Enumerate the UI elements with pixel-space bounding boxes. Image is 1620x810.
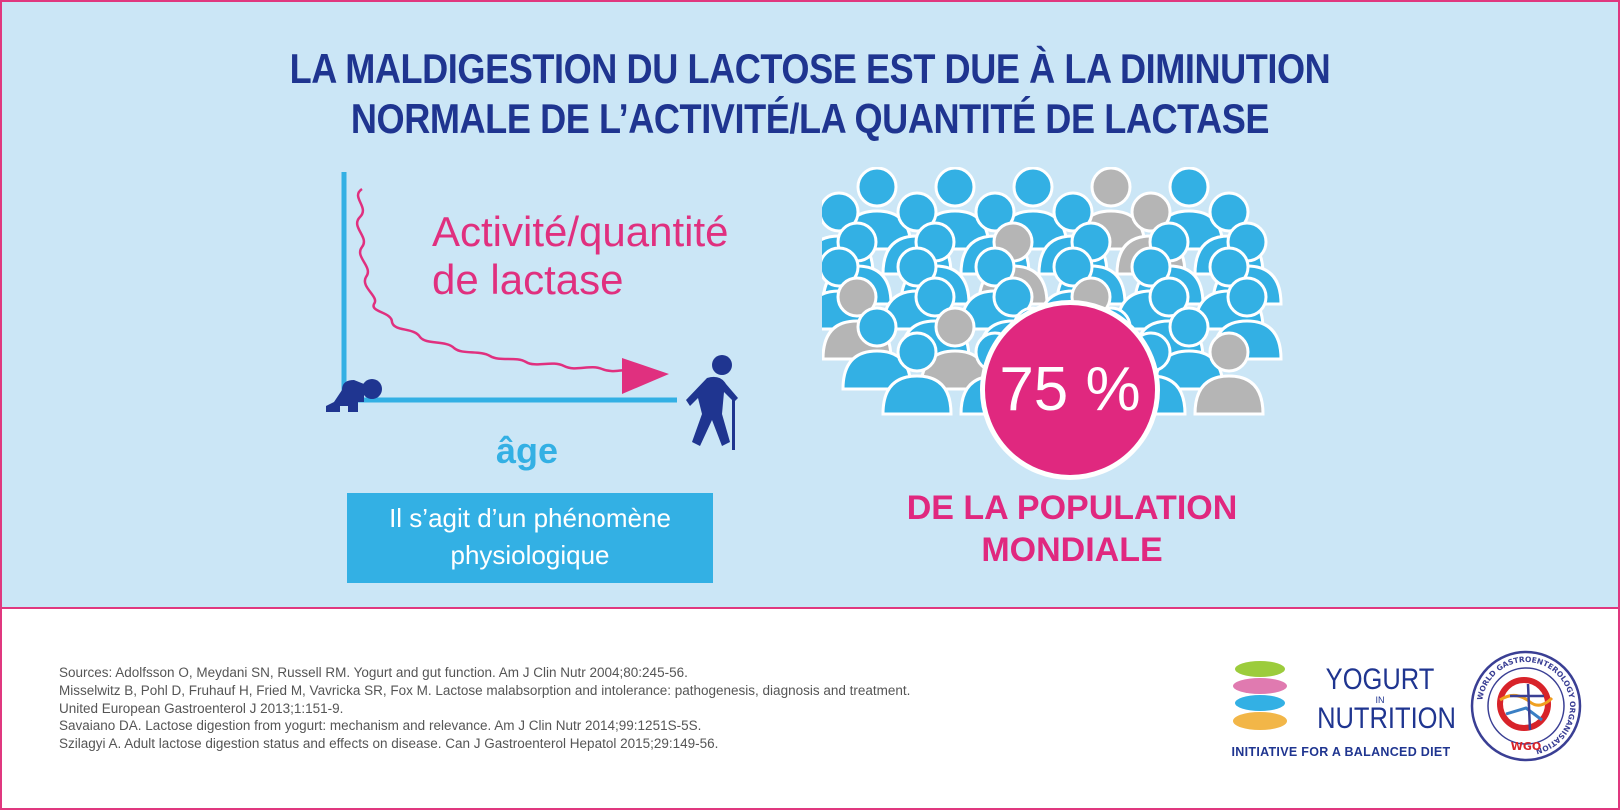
caption-line-1: DE LA POPULATION <box>906 489 1238 527</box>
lactase-curve-label: Activité/quantité de lactase <box>432 208 729 304</box>
note-line-2: physiologique <box>450 540 610 570</box>
curve-label-line-2: de lactase <box>432 256 624 303</box>
title-line-1: LA MALDIGESTION DU LACTOSE EST DUE À LA … <box>289 45 1331 92</box>
source-line: Misselwitz B, Pohl D, Fruhauf H, Fried M… <box>59 682 911 698</box>
person-icon <box>841 306 913 391</box>
population-caption: DE LA POPULATION MONDIALE <box>822 487 1322 571</box>
title-line-2: NORMALE DE L’ACTIVITÉ/LA QUANTITÉ DE LAC… <box>350 95 1270 142</box>
top-panel: LA MALDIGESTION DU LACTOSE EST DUE À LA … <box>2 2 1618 609</box>
svg-text:WGO: WGO <box>1511 740 1542 753</box>
wgo-logo: WORLD GASTROENTEROLOGY ORGANISATION WGO <box>1470 650 1582 762</box>
elderly-person-icon <box>686 355 738 450</box>
person-icon <box>919 167 991 251</box>
caption-line-2: MONDIALE <box>981 531 1163 569</box>
person-icon <box>881 331 953 416</box>
person-icon <box>919 306 991 391</box>
lactase-decline-curve <box>355 187 633 373</box>
note-line-1: Il s’agit d’un phénomène <box>389 503 671 533</box>
baby-icon <box>326 379 382 412</box>
nutrition-word: NUTRITION <box>1317 702 1456 735</box>
source-line: Szilagyi A. Adult lactose digestion stat… <box>59 736 719 752</box>
person-icon <box>1153 306 1225 391</box>
yogurt-stack-icon <box>1233 661 1287 730</box>
source-line: Sources: Adolfsson O, Meydani SN, Russel… <box>59 665 688 680</box>
source-line: Savaiano DA. Lactose digestion from yogu… <box>59 718 702 734</box>
in-word: IN <box>1375 695 1385 705</box>
age-axis-label: âge <box>495 430 559 471</box>
crowd-icon <box>822 167 1283 416</box>
yogurt-word: YOGURT <box>1325 663 1435 696</box>
logo-tagline: INITIATIVE FOR A BALANCED DIET <box>1231 745 1451 759</box>
yogurt-in-nutrition-logo: YOGURT IN NUTRITION INITIATIVE FOR A BAL… <box>1230 657 1456 762</box>
source-line: United European Gastroenterol J 2013;1:1… <box>59 700 344 716</box>
curve-arrowhead-icon <box>622 358 669 394</box>
curve-label-line-1: Activité/quantité <box>432 208 729 255</box>
page-title: LA MALDIGESTION DU LACTOSE EST DUE À LA … <box>115 44 1505 144</box>
physiological-note-box: Il s’agit d’un phénomène physiologique <box>347 493 713 583</box>
percentage-badge: 75 % <box>980 300 1160 480</box>
lactase-age-graph <box>326 172 738 450</box>
sources-list: Sources: Adolfsson O, Meydani SN, Russel… <box>59 664 910 753</box>
person-icon <box>1193 331 1265 416</box>
